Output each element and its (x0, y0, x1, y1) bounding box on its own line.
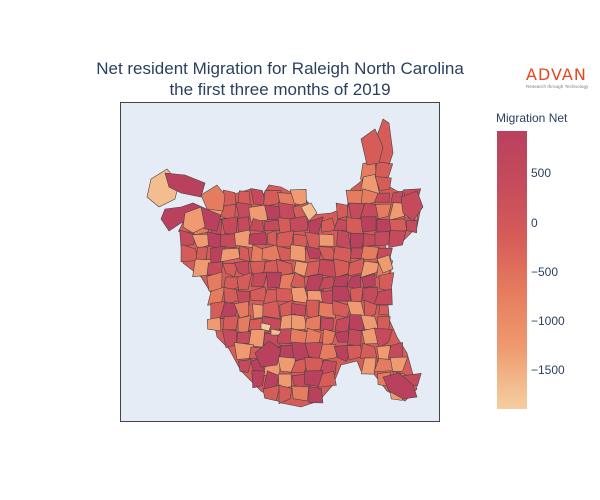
tract-region[interactable] (360, 245, 380, 261)
tract-region[interactable] (195, 246, 208, 263)
tract-region[interactable] (318, 233, 335, 247)
tract-region[interactable] (248, 232, 268, 245)
tract-region[interactable] (179, 229, 196, 248)
tract-region[interactable] (388, 202, 405, 221)
tract-region[interactable] (289, 244, 306, 262)
colorbar-tick-0: 0 (531, 216, 538, 230)
chart-title: Net resident Migration for Raleigh North… (60, 58, 500, 100)
tract-region[interactable] (236, 271, 253, 291)
tract-region[interactable] (363, 299, 378, 319)
tract-region[interactable] (374, 192, 390, 203)
choropleth-map[interactable] (121, 103, 439, 421)
tract-region[interactable] (400, 190, 424, 222)
colorbar-title: Migration Net (496, 111, 568, 125)
tract-region[interactable] (265, 271, 282, 289)
tract-region[interactable] (374, 327, 393, 349)
chart-title-line-2: the first three months of 2019 (169, 80, 391, 99)
logo-wordmark: ADVAN (526, 65, 587, 84)
tract-region[interactable] (320, 317, 334, 332)
tract-region[interactable] (291, 385, 310, 402)
colorbar-tick-minus-1000: −1000 (531, 314, 565, 328)
colorbar-tick-500: 500 (531, 166, 552, 180)
tract-region[interactable] (360, 357, 377, 375)
tract-region[interactable] (251, 370, 266, 389)
tract-region[interactable] (237, 359, 252, 373)
tract-region[interactable] (233, 300, 249, 319)
tract-region[interactable] (321, 328, 336, 348)
tract-region[interactable] (305, 246, 323, 260)
tract-region[interactable] (262, 384, 281, 402)
map-plot-area[interactable] (120, 102, 440, 422)
tract-region[interactable] (378, 272, 395, 292)
tract-region[interactable] (305, 273, 324, 292)
tract-region[interactable] (248, 204, 268, 223)
tract-region[interactable] (378, 304, 390, 316)
advan-logo: ADVAN Research through Technology (526, 66, 590, 90)
tract-region[interactable] (262, 300, 281, 320)
tract-region[interactable] (406, 219, 418, 234)
tract-region[interactable] (360, 216, 377, 233)
tract-region[interactable] (164, 172, 206, 198)
tract-region[interactable] (318, 302, 336, 319)
tract-region[interactable] (289, 215, 309, 233)
tract-region[interactable] (263, 219, 282, 232)
tract-region[interactable] (277, 373, 292, 390)
tract-region[interactable] (221, 216, 238, 236)
tract-region[interactable] (332, 246, 352, 263)
tract-region[interactable] (250, 272, 268, 288)
tract-region[interactable] (276, 245, 294, 262)
tract-region[interactable] (335, 202, 349, 220)
tract-region[interactable] (376, 254, 394, 274)
tract-region[interactable] (373, 288, 393, 306)
tract-region[interactable] (374, 176, 392, 192)
tract-region[interactable] (361, 273, 376, 288)
tract-region[interactable] (347, 328, 362, 347)
tract-region[interactable] (382, 372, 418, 400)
tract-region[interactable] (388, 230, 407, 248)
tract-region[interactable] (318, 343, 338, 361)
tract-region[interactable] (249, 218, 265, 232)
tract-region[interactable] (270, 328, 282, 336)
tract-region[interactable] (375, 161, 394, 179)
tract-region[interactable] (192, 258, 212, 278)
tract-region[interactable] (389, 356, 409, 372)
colorbar-tick-minus-500: −500 (531, 265, 559, 279)
tract-region[interactable] (360, 260, 381, 278)
tract-region[interactable] (182, 206, 206, 234)
logo-tagline: Research through Technology (526, 84, 589, 89)
tract-region[interactable] (260, 322, 272, 332)
tract-region[interactable] (254, 340, 282, 368)
tract-region[interactable] (278, 384, 292, 405)
tract-region[interactable] (304, 315, 321, 332)
tract-region[interactable] (206, 317, 222, 332)
tract-region[interactable] (374, 231, 390, 247)
tract-region[interactable] (200, 184, 226, 212)
tract-region[interactable] (220, 233, 238, 249)
tract-region[interactable] (360, 128, 384, 166)
tract-region[interactable] (308, 386, 324, 404)
tract-region[interactable] (300, 202, 318, 222)
tract-region[interactable] (375, 203, 392, 220)
colorbar (497, 131, 527, 409)
chart-title-line-1: Net resident Migration for Raleigh North… (96, 59, 464, 78)
tract-region[interactable] (222, 315, 239, 331)
colorbar-tick-minus-1500: −1500 (531, 363, 565, 377)
tract-region[interactable] (317, 370, 337, 388)
